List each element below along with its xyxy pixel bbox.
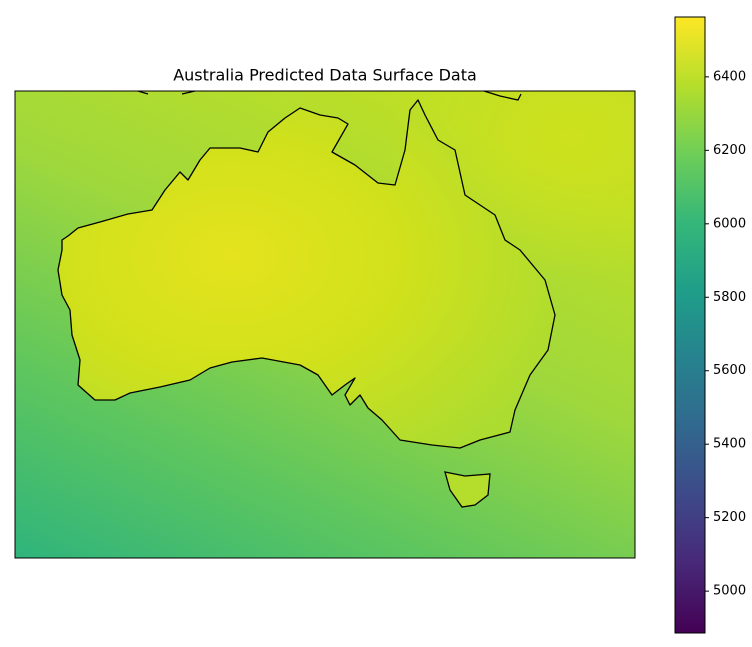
colorbar-tick-label: 5000 — [713, 584, 746, 599]
map — [14, 90, 636, 559]
colorbar-tick-label: 5800 — [713, 290, 746, 305]
colorbar-tick-label: 5400 — [713, 437, 746, 452]
colorbar-tick-label: 6200 — [713, 143, 746, 158]
colorbar-tick-label: 5200 — [713, 510, 746, 525]
colorbar-tick-label: 6400 — [713, 69, 746, 84]
colorbar-tick-label: 5600 — [713, 363, 746, 378]
colorbar-tick-label: 6000 — [713, 216, 746, 231]
australia-mainland — [57, 99, 556, 449]
map-title: Australia Predicted Data Surface Data — [173, 66, 477, 85]
map-frame — [14, 90, 636, 559]
tasmania — [444, 471, 491, 508]
colorbar-scale — [674, 16, 706, 634]
colorbar: 5000 5200 5400 5600 5800 6000 6200 6400 — [674, 16, 746, 634]
